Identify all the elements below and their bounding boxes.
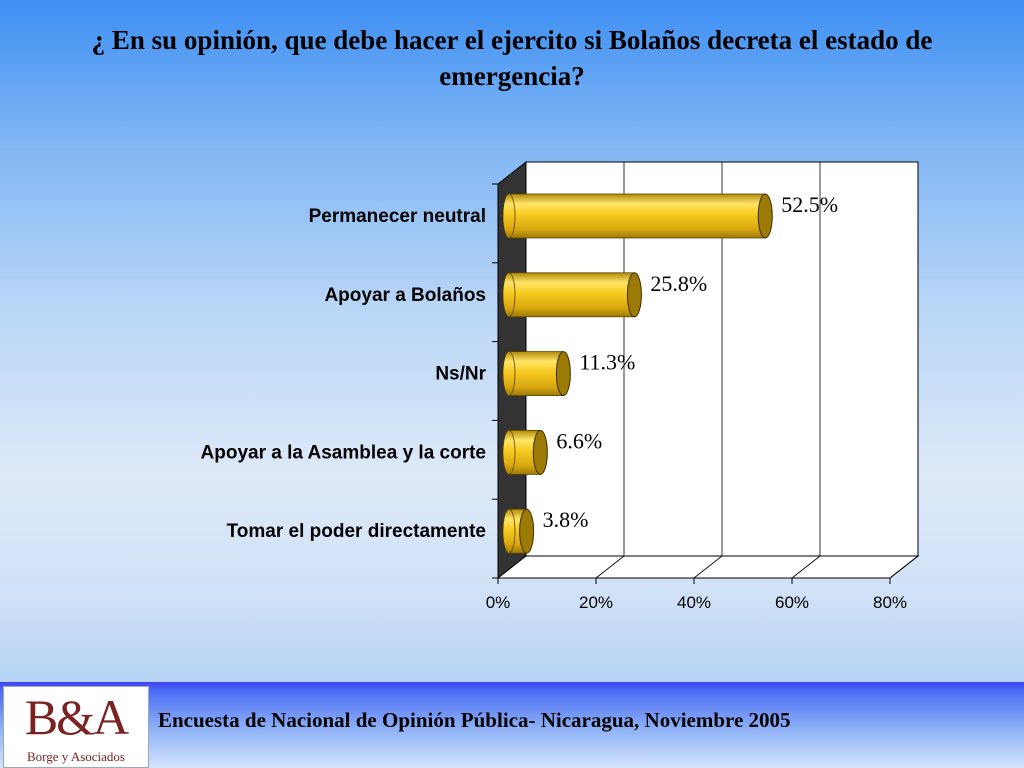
x-tick-label: 20% bbox=[579, 593, 613, 612]
category-label: Apoyar a Bolaños bbox=[324, 285, 486, 306]
x-tick-label: 80% bbox=[873, 593, 907, 612]
x-tick-label: 40% bbox=[677, 593, 711, 612]
bar-end-cap bbox=[519, 508, 535, 554]
category-label: Apoyar a la Asamblea y la corte bbox=[201, 442, 486, 463]
data-label: 6.6% bbox=[556, 428, 602, 453]
bar bbox=[508, 351, 564, 397]
bar-base-cap bbox=[502, 429, 516, 475]
data-label: 11.3% bbox=[579, 350, 635, 375]
logo-mark: B&A bbox=[24, 689, 129, 745]
logo: B&A Borge y Asociados bbox=[3, 686, 149, 768]
category-label: Tomar el poder directamente bbox=[227, 521, 486, 542]
data-label: 52.5% bbox=[781, 192, 838, 217]
bar-end-cap bbox=[626, 272, 642, 318]
bar-base-cap bbox=[502, 508, 516, 554]
category-label: Ns/Nr bbox=[435, 364, 486, 385]
logo-subtitle: Borge y Asociados bbox=[27, 749, 125, 764]
bar-base-cap bbox=[502, 351, 516, 397]
chart-title: ¿ En su opinión, que debe hacer el ejerc… bbox=[91, 25, 933, 91]
data-label: 25.8% bbox=[650, 271, 707, 296]
bar-end-cap bbox=[532, 429, 548, 475]
data-label: 3.8% bbox=[543, 507, 589, 532]
bar bbox=[508, 193, 766, 239]
bar-end-cap bbox=[555, 351, 571, 397]
footer-text: Encuesta de Nacional de Opinión Pública-… bbox=[158, 708, 791, 732]
floor-gridline bbox=[889, 555, 919, 579]
bar bbox=[508, 272, 635, 318]
bar-chart: 0% 20% 40% 60% 80% Permanecer neutral 52.5% Apo… bbox=[201, 160, 920, 612]
bar-end-cap bbox=[757, 193, 773, 239]
floor-gridline bbox=[693, 555, 723, 579]
floor-gridline bbox=[791, 555, 821, 579]
category-label: Permanecer neutral bbox=[309, 206, 486, 227]
x-tick-label: 0% bbox=[486, 593, 511, 612]
footer-band bbox=[0, 682, 1024, 768]
bar-base-cap bbox=[502, 193, 516, 239]
floor-gridline bbox=[595, 555, 625, 579]
x-tick-label: 60% bbox=[775, 593, 809, 612]
bar-base-cap bbox=[502, 272, 516, 318]
